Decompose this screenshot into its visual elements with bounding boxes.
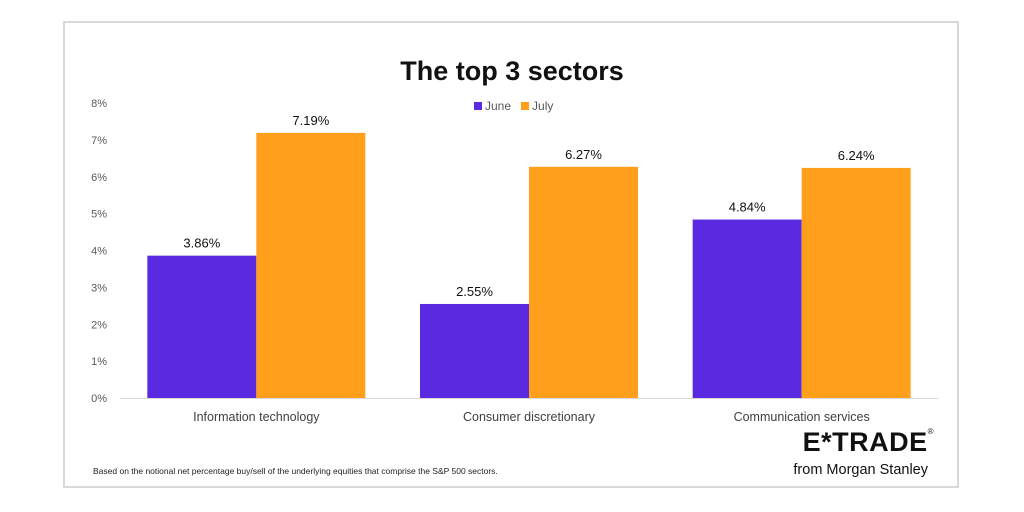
y-tick-label: 6%: [91, 172, 107, 184]
logo-brand-text: E*TRADE: [802, 427, 928, 457]
x-category-label: Communication services: [734, 410, 870, 424]
legend-label-july: July: [532, 99, 554, 113]
chart-legend: June July: [474, 99, 563, 113]
bar-july: [801, 167, 911, 398]
legend-swatch-july: [521, 102, 530, 110]
y-tick-label: 8%: [91, 98, 107, 110]
bar-july: [529, 166, 638, 398]
data-label: 7.19%: [292, 113, 329, 128]
data-label: 6.24%: [838, 148, 875, 163]
data-label: 6.27%: [565, 147, 602, 162]
data-label: 4.84%: [729, 200, 766, 215]
legend-swatch-june: [474, 102, 482, 110]
logo-tagline: from Morgan Stanley: [793, 462, 928, 478]
x-category-label: Information technology: [193, 410, 320, 424]
y-tick-label: 7%: [91, 135, 107, 147]
legend-item-june: June: [474, 99, 511, 113]
bar-june: [692, 219, 802, 398]
y-tick-label: 4%: [91, 246, 107, 258]
x-category-label: Consumer discretionary: [463, 410, 596, 424]
logo-wordmark: E*TRADE®: [802, 427, 934, 457]
y-tick-label: 1%: [91, 356, 107, 368]
footnote: Based on the notional net percentage buy…: [93, 466, 498, 476]
y-tick-label: 5%: [91, 209, 107, 221]
bar-july: [256, 132, 366, 398]
data-label: 2.55%: [456, 284, 493, 299]
chart-title: The top 3 sectors: [400, 56, 624, 86]
y-tick-label: 0%: [91, 393, 107, 405]
legend-item-july: July: [521, 99, 553, 113]
y-tick-label: 3%: [91, 282, 107, 294]
legend-label-june: June: [485, 99, 512, 113]
bar-june: [420, 303, 529, 398]
data-label: 3.86%: [183, 236, 220, 251]
bar-june: [147, 255, 257, 398]
etrade-logo: E*TRADE® from Morgan Stanley: [740, 427, 940, 483]
y-tick-label: 2%: [91, 319, 107, 331]
